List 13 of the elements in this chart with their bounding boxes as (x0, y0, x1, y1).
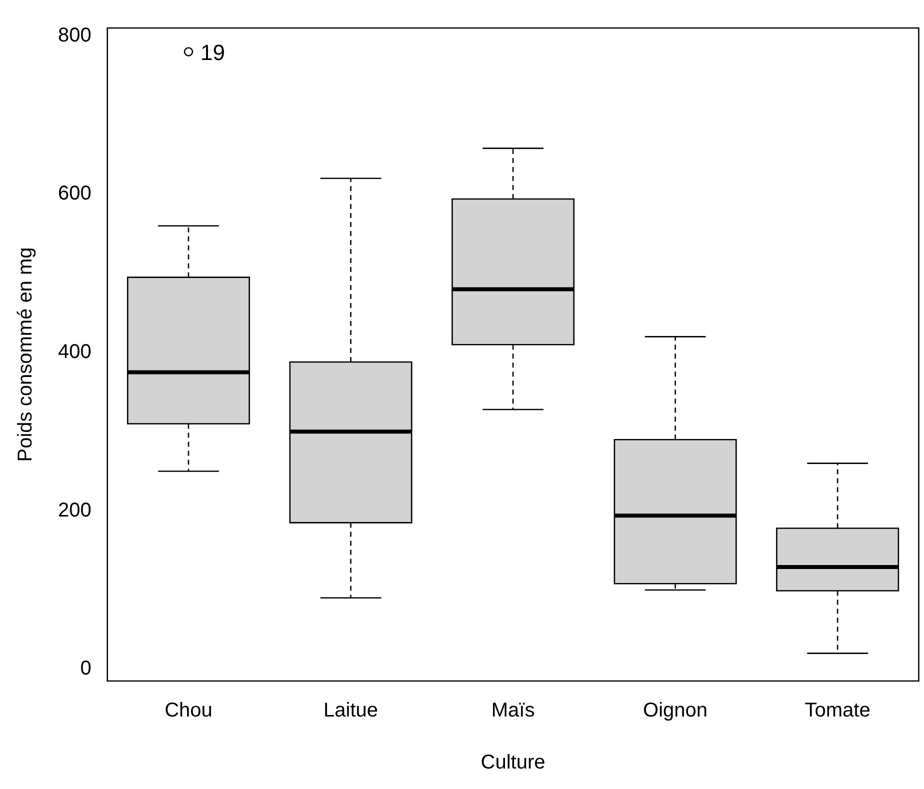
y-tick-label: 0 (80, 658, 92, 680)
x-tick-label: Oignon (643, 700, 708, 722)
x-tick-label: Chou (164, 700, 212, 722)
x-axis-title: Culture (480, 752, 546, 774)
x-tick-label: Maïs (491, 700, 535, 722)
x-tick-label: Laitue (324, 700, 378, 722)
y-tick-label: 600 (58, 182, 92, 205)
y-tick-label: 800 (58, 24, 92, 46)
annotation: 19 (200, 40, 225, 65)
y-axis-title: Poids consommé en mg (14, 247, 37, 462)
y-tick-label: 400 (58, 341, 92, 364)
y-tick-label: 200 (58, 499, 92, 522)
x-tick-label: Tomate (804, 700, 870, 722)
